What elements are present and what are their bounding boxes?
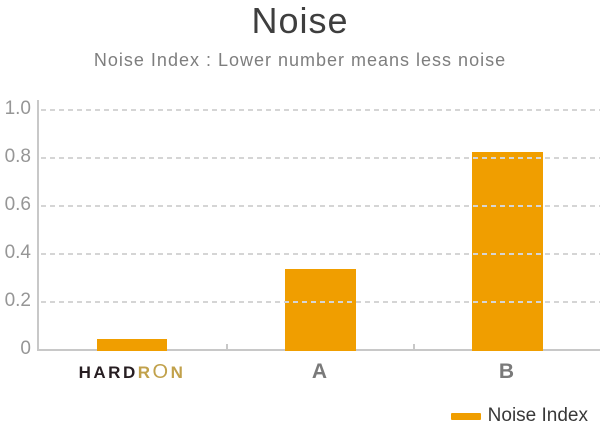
x-label-a: A <box>226 358 413 386</box>
x-axis-labels: HARDRON A B <box>0 358 600 386</box>
gridline <box>41 253 600 255</box>
hardron-logo: HARDRON <box>79 361 186 384</box>
x-label-b: B <box>413 358 600 386</box>
y-tick-label: 0.8 <box>4 146 31 167</box>
bar-b <box>472 152 543 351</box>
bar-hardron <box>97 339 167 351</box>
gridline <box>41 109 600 111</box>
category-label-b: B <box>498 360 515 383</box>
category-tick <box>226 344 228 350</box>
y-axis-line <box>37 100 39 351</box>
brand-text-gold-n: N <box>170 362 186 382</box>
y-tick-label: 0.6 <box>4 194 31 215</box>
brand-text-gold-r: R <box>137 362 153 382</box>
y-tick-label: 0.4 <box>4 242 31 263</box>
category-label-a: A <box>311 360 328 383</box>
brand-ring-o: O <box>152 360 171 383</box>
gridline <box>41 157 600 159</box>
y-tick-label: 0.2 <box>4 290 31 311</box>
plot-area: 0 0.2 0.4 0.6 0.8 1.0 <box>0 98 600 359</box>
gridline <box>41 301 600 303</box>
x-label-hardron: HARDRON <box>38 358 226 386</box>
legend-label: Noise Index <box>487 405 588 426</box>
category-tick <box>413 344 415 350</box>
bar-a <box>285 269 356 351</box>
y-tick-label: 1.0 <box>4 98 31 119</box>
gridline <box>41 205 600 207</box>
brand-text-dark: HARD <box>78 362 138 382</box>
legend-swatch <box>450 412 481 420</box>
y-tick-label: 0 <box>20 338 31 359</box>
legend: Noise Index <box>450 404 588 428</box>
page-title: Noise <box>251 0 349 41</box>
page-subtitle: Noise Index : Lower number means less no… <box>93 50 507 70</box>
